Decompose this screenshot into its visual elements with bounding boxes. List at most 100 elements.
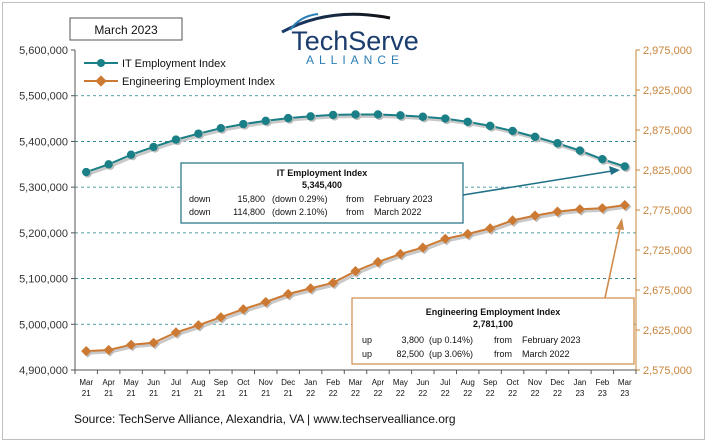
x-tick-label-month-17: Aug bbox=[461, 378, 475, 387]
x-tick-label-month-8: Nov bbox=[259, 378, 273, 387]
x-tick-label-month-4: Jul bbox=[171, 378, 181, 387]
callout-it-title: IT Employment Index bbox=[277, 168, 368, 178]
callout-eng: Engineering Employment Index 2,781,100 u… bbox=[351, 297, 635, 365]
x-tick-label-month-5: Aug bbox=[191, 378, 205, 387]
left-tick-label-2: 5,100,000 bbox=[19, 274, 68, 286]
callout-eng-row2-pct: (up 3.06%) bbox=[429, 349, 473, 359]
x-tick-label-month-12: Mar bbox=[349, 378, 363, 387]
x-tick-label-year-7: 21 bbox=[239, 389, 248, 398]
callout-it-row2-pct: (down 2.10%) bbox=[272, 207, 328, 217]
left-tick-label-4: 5,300,000 bbox=[19, 182, 68, 194]
callout-eng-row1-pct: (up 0.14%) bbox=[429, 335, 473, 345]
x-tick-label-month-13: Apr bbox=[372, 378, 385, 387]
it-point-6 bbox=[216, 123, 226, 133]
logo-subtitle: ALLIANCE bbox=[306, 53, 404, 67]
it-point-16 bbox=[441, 114, 450, 123]
callout-eng-arrow bbox=[604, 227, 621, 299]
callout-eng-row1-dir: up bbox=[362, 335, 372, 345]
it-point-11 bbox=[328, 110, 338, 120]
x-tick-label-year-20: 22 bbox=[531, 389, 540, 398]
it-point-13 bbox=[373, 110, 383, 119]
x-tick-label-month-22: Jan bbox=[573, 378, 586, 387]
it-point-9 bbox=[283, 113, 293, 123]
callout-eng-value: 2,781,100 bbox=[473, 319, 513, 329]
it-point-20 bbox=[530, 132, 540, 142]
techserve-logo: TechServe ALLIANCE bbox=[281, 12, 419, 67]
x-tick-label-month-11: Feb bbox=[326, 378, 340, 387]
it-point-15 bbox=[418, 112, 428, 121]
x-axis: Mar 21 Apr 21 May 21 Jun 21 Jul 21 Aug 21 Sep 21 Oct 21… bbox=[74, 370, 637, 398]
eng-point-2 bbox=[126, 339, 137, 350]
it-point-1 bbox=[104, 160, 113, 169]
it-point-23 bbox=[598, 154, 607, 164]
x-tick-label-year-0: 21 bbox=[82, 389, 91, 398]
callout-it-value: 5,345,400 bbox=[302, 180, 342, 190]
left-tick-label-5: 5,400,000 bbox=[19, 136, 68, 148]
callout-it-row1-pct: (down 0.29%) bbox=[272, 194, 328, 204]
x-tick-label-year-18: 22 bbox=[486, 389, 495, 398]
it-point-21 bbox=[553, 139, 562, 148]
x-tick-label-year-8: 21 bbox=[261, 389, 270, 398]
x-tick-label-month-14: May bbox=[393, 378, 408, 387]
eng-point-13 bbox=[372, 256, 384, 268]
it-point-19 bbox=[508, 126, 517, 136]
x-tick-label-year-22: 23 bbox=[575, 389, 584, 398]
it-point-22 bbox=[575, 146, 585, 155]
right-tick-label-2: 2,675,000 bbox=[643, 285, 692, 297]
x-tick-label-year-24: 23 bbox=[620, 389, 629, 398]
callout-it-row2-from: from bbox=[346, 207, 364, 217]
callout-eng-arrowhead-icon bbox=[616, 218, 624, 230]
it-point-7 bbox=[239, 119, 248, 129]
it-point-5 bbox=[194, 129, 203, 138]
left-tick-label-0: 4,900,000 bbox=[19, 365, 68, 377]
eng-point-9 bbox=[283, 288, 294, 300]
right-tick-label-7: 2,925,000 bbox=[643, 85, 692, 97]
callout-it-row1-dir: down bbox=[189, 194, 211, 204]
x-tick-label-year-15: 22 bbox=[418, 389, 427, 398]
x-tick-label-year-6: 21 bbox=[216, 389, 225, 398]
x-tick-label-month-16: Jul bbox=[440, 378, 450, 387]
callout-it-row2-period: March 2022 bbox=[374, 207, 422, 217]
callout-eng-row1-period: February 2023 bbox=[522, 335, 581, 345]
x-tick-label-year-3: 21 bbox=[149, 389, 158, 398]
it-point-4 bbox=[171, 135, 181, 144]
callout-it-arrowhead-icon bbox=[609, 166, 620, 175]
x-tick-label-year-19: 22 bbox=[508, 389, 517, 398]
x-tick-label-year-10: 22 bbox=[306, 389, 315, 398]
x-tick-label-month-6: Sep bbox=[214, 378, 229, 387]
right-axis: 2,575,000 2,625,000 2,675,000 2,725,000 2,77… bbox=[636, 45, 692, 377]
eng-point-8 bbox=[260, 296, 271, 308]
legend-it-label: IT Employment Index bbox=[122, 58, 226, 70]
it-point-18 bbox=[485, 121, 495, 131]
callout-it-row1-amount: 15,800 bbox=[237, 194, 265, 204]
source-note: Source: TechServe Alliance, Alexandria, … bbox=[74, 412, 456, 426]
left-tick-label-7: 5,600,000 bbox=[19, 45, 68, 57]
legend-it-marker bbox=[97, 59, 105, 67]
it-point-24 bbox=[620, 162, 629, 171]
x-tick-label-month-19: Oct bbox=[506, 378, 519, 387]
eng-point-1 bbox=[103, 344, 114, 356]
x-tick-label-month-7: Oct bbox=[237, 378, 250, 387]
left-tick-label-3: 5,200,000 bbox=[19, 228, 68, 240]
x-tick-label-year-13: 22 bbox=[373, 389, 382, 398]
eng-point-11 bbox=[327, 277, 339, 288]
callout-eng-row2-period: March 2022 bbox=[522, 349, 570, 359]
right-tick-label-6: 2,875,000 bbox=[643, 125, 692, 137]
x-tick-label-year-11: 22 bbox=[329, 389, 338, 398]
period-label-box: March 2023 bbox=[69, 17, 183, 41]
it-point-17 bbox=[463, 117, 472, 126]
x-tick-label-month-10: Jan bbox=[304, 378, 317, 387]
it-point-3 bbox=[149, 142, 158, 152]
eng-point-14 bbox=[395, 248, 406, 260]
callout-eng-row2-from: from bbox=[494, 349, 512, 359]
x-tick-label-month-9: Dec bbox=[281, 378, 295, 387]
x-tick-label-month-23: Feb bbox=[595, 378, 609, 387]
period-label: March 2023 bbox=[94, 23, 158, 37]
chart-frame bbox=[2, 2, 705, 440]
it-point-2 bbox=[126, 150, 136, 159]
it-point-12 bbox=[351, 110, 360, 119]
it-point-10 bbox=[306, 112, 315, 121]
callout-it-row2-dir: down bbox=[189, 207, 211, 217]
it-point-8 bbox=[261, 116, 270, 126]
